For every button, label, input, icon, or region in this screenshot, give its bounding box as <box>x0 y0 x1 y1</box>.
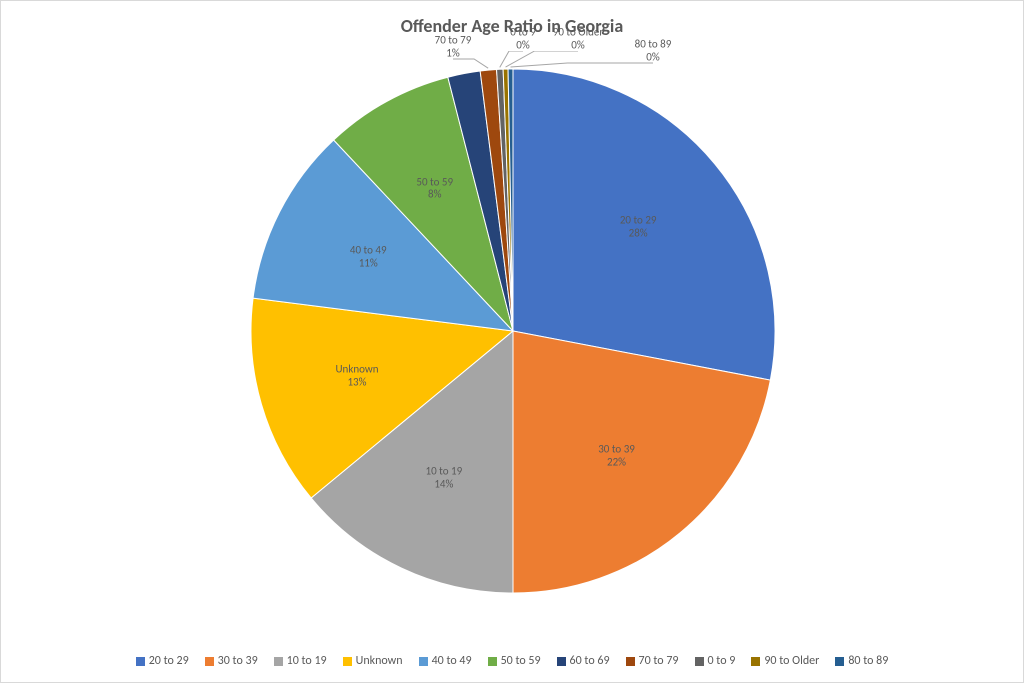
pie-chart <box>1 51 1024 621</box>
slice-label: 50 to 598% <box>416 176 453 201</box>
slice-label: 40 to 4911% <box>350 245 387 270</box>
legend-label: 0 to 9 <box>708 654 736 668</box>
chart-container: Offender Age Ratio in Georgia 20 to 2928… <box>0 0 1024 683</box>
legend-label: 90 to Older <box>764 654 819 668</box>
pie-area: 20 to 2928% 30 to 3922% 10 to 1914% Unknown… <box>1 51 1024 621</box>
legend-item: 40 to 49 <box>419 654 472 668</box>
slice-label: 20 to 2928% <box>620 215 657 240</box>
legend-label: 50 to 59 <box>501 654 541 668</box>
leader-line <box>453 59 488 68</box>
legend-label: 70 to 79 <box>639 654 679 668</box>
legend-swatch <box>626 657 635 666</box>
slice-label: 70 to 791% <box>435 34 472 59</box>
legend-label: 30 to 39 <box>218 654 258 668</box>
legend-swatch <box>136 657 145 666</box>
legend-item: 10 to 19 <box>274 654 327 668</box>
slice-label: Unknown13% <box>335 364 378 389</box>
legend-swatch <box>695 657 704 666</box>
legend-label: 10 to 19 <box>287 654 327 668</box>
legend-swatch <box>205 657 214 666</box>
legend-item: 90 to Older <box>751 654 819 668</box>
slice-label: 80 to 890% <box>635 38 672 63</box>
legend-label: 40 to 49 <box>432 654 472 668</box>
legend: 20 to 29 30 to 39 10 to 19 Unknown 40 to 49 5… <box>1 654 1023 668</box>
slice-label: 30 to 3922% <box>598 444 635 469</box>
leader-line <box>511 63 653 67</box>
legend-item: 0 to 9 <box>695 654 736 668</box>
legend-item: 80 to 89 <box>835 654 888 668</box>
slice-label: 10 to 1914% <box>426 465 463 490</box>
legend-label: 20 to 29 <box>149 654 189 668</box>
legend-swatch <box>488 657 497 666</box>
legend-label: 80 to 89 <box>848 654 888 668</box>
legend-swatch <box>343 657 352 666</box>
legend-label: Unknown <box>356 654 403 668</box>
legend-swatch <box>274 657 283 666</box>
slice-label: 0 to 90% <box>510 26 536 51</box>
legend-swatch <box>419 657 428 666</box>
legend-item: 50 to 59 <box>488 654 541 668</box>
legend-swatch <box>557 657 566 666</box>
legend-swatch <box>751 657 760 666</box>
legend-item: 20 to 29 <box>136 654 189 668</box>
legend-item: 70 to 79 <box>626 654 679 668</box>
slice-label: 90 to Older0% <box>553 26 603 51</box>
legend-item: 60 to 69 <box>557 654 610 668</box>
legend-swatch <box>835 657 844 666</box>
legend-item: Unknown <box>343 654 403 668</box>
legend-label: 60 to 69 <box>570 654 610 668</box>
legend-item: 30 to 39 <box>205 654 258 668</box>
